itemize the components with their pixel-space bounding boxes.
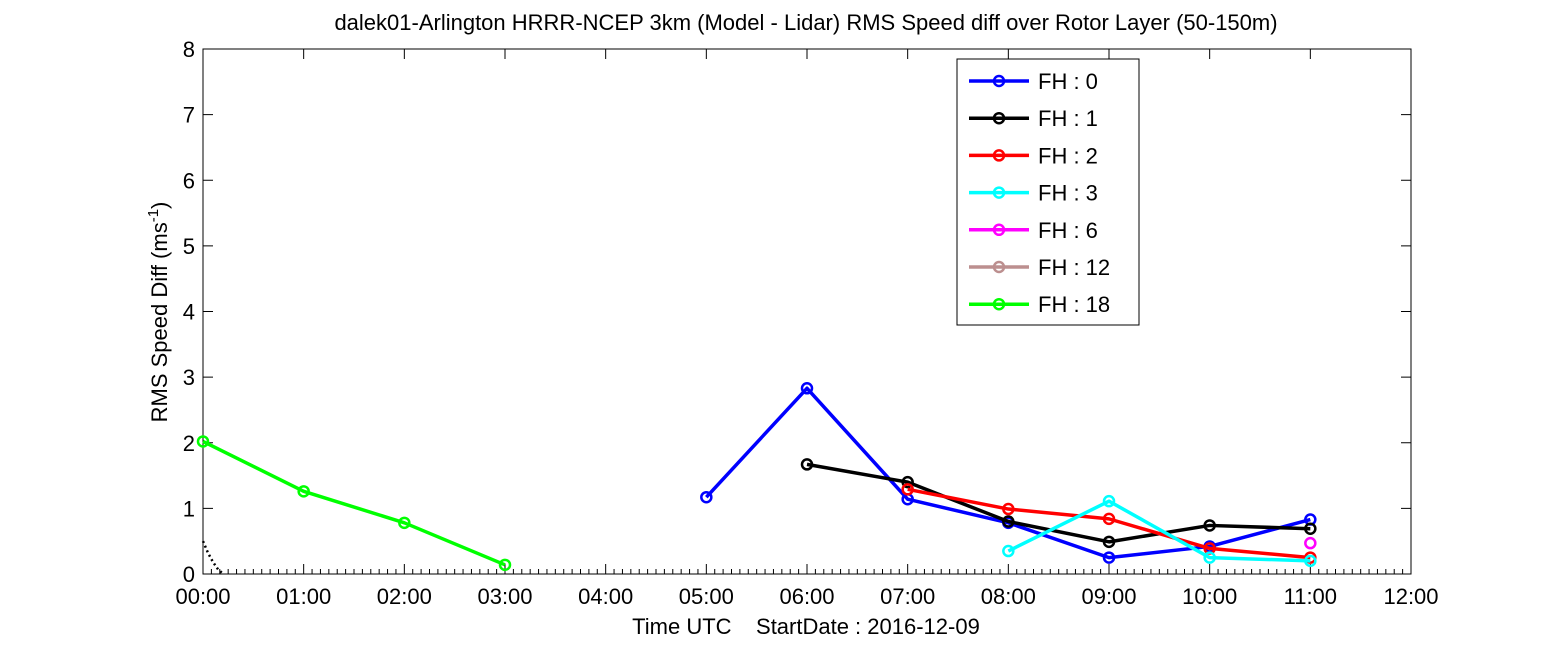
legend: FH : 0 FH : 1 FH : 2 FH : 3 FH : 6 FH : 12 FH …: [956, 58, 1140, 326]
series-fh-18-line: [202, 439, 506, 567]
series-fh-1-point: [1304, 522, 1317, 535]
legend-marker: [992, 186, 1006, 199]
y-tick-labels: 0 1 2 3 4 5 6 7 8: [183, 37, 195, 587]
series-fh-3-point: [1304, 554, 1317, 568]
x-tick-label: 07:00: [880, 584, 935, 609]
series-fh-0-point: [800, 382, 814, 395]
y-tick-label: 5: [183, 234, 195, 259]
x-tick-labels: 00:00 01:00 02:00 03:00 04:00 05:00 06:00 07:00…: [175, 584, 1438, 609]
legend-entry-fh-1: FH : 1: [969, 106, 1098, 131]
series-fh-3: [1002, 494, 1317, 568]
legend-entry-fh-12: FH : 12: [969, 255, 1110, 280]
series-fh-18: [196, 435, 512, 572]
x-tick-label: 03:00: [477, 584, 532, 609]
series-fh-0-point: [700, 490, 713, 504]
series-fh-6-point: [1304, 536, 1317, 550]
y-axis-title-sup: -1: [145, 209, 162, 222]
axis-ticks: [202, 48, 1412, 575]
x-tick-label: 05:00: [679, 584, 734, 609]
y-axis-title-main: RMS Speed Diff (ms: [147, 222, 172, 422]
x-axis-title: Time UTC StartDate : 2016-12-09: [632, 614, 980, 639]
legend-marker: [992, 149, 1006, 162]
y-axis-title: RMS Speed Diff (ms-1): [145, 202, 172, 423]
series-fh-1-point: [800, 458, 814, 471]
series-fh-18-point: [398, 516, 411, 530]
series-fh-1-point: [901, 475, 914, 489]
series-fh-6: [1304, 536, 1317, 550]
x-tick-label: 08:00: [981, 584, 1036, 609]
legend-marker: [992, 74, 1006, 88]
legend-entry-fh-3: FH : 3: [969, 181, 1098, 206]
legend-label: FH : 6: [1038, 218, 1098, 243]
legend-marker: [992, 260, 1006, 274]
legend-label: FH : 1: [1038, 106, 1098, 131]
legend-label: FH : 12: [1038, 255, 1110, 280]
x-tick-label: 09:00: [1081, 584, 1136, 609]
x-tick-label: 11:00: [1284, 584, 1337, 609]
series-fh-0-point: [1102, 551, 1116, 564]
series-fh-1-point: [1002, 515, 1015, 528]
series-fh-1-line: [806, 462, 1311, 544]
series-fh-18-point: [196, 435, 210, 448]
y-tick-label: 2: [183, 431, 195, 456]
legend-marker: [992, 223, 1006, 237]
x-tick-label: 10:00: [1182, 584, 1237, 609]
y-axis-title-end: ): [147, 202, 172, 209]
series-fh-1: [800, 458, 1317, 549]
legend-label: FH : 0: [1038, 69, 1098, 94]
legend-entries: FH : 0 FH : 1 FH : 2 FH : 3 FH : 6 FH : 12 FH …: [969, 69, 1110, 317]
legend-label: FH : 18: [1038, 292, 1110, 317]
plot-area: [202, 48, 1412, 575]
legend-entry-fh-2: FH : 2: [969, 143, 1098, 168]
series-fh-3-point: [1102, 494, 1116, 508]
chart-title: dalek01-Arlington HRRR-NCEP 3km (Model -…: [334, 10, 1277, 35]
x-tick-label: 00:00: [175, 584, 230, 609]
legend-label: FH : 2: [1038, 143, 1098, 168]
series-fh-3-point: [1203, 551, 1216, 564]
series-fh-18-point: [297, 485, 310, 498]
series-fh-1-point: [1203, 519, 1216, 532]
axes-box: [202, 48, 1412, 575]
legend-label: FH : 3: [1038, 181, 1098, 206]
series-fh-2-point: [1002, 502, 1015, 516]
legend-entry-fh-0: FH : 0: [969, 69, 1098, 94]
y-tick-label: 7: [183, 103, 195, 128]
legend-entry-fh-6: FH : 6: [969, 218, 1098, 243]
series-fh-2-point: [901, 483, 914, 496]
series-layer: [196, 382, 1317, 575]
x-tick-label: 04:00: [578, 584, 633, 609]
y-tick-label: 0: [183, 562, 195, 587]
legend-marker: [992, 297, 1006, 311]
x-tick-label: 01:00: [276, 584, 331, 609]
legend-entry-fh-18: FH : 18: [969, 292, 1110, 317]
y-tick-label: 3: [183, 365, 195, 390]
series-fh-1-point: [1102, 535, 1116, 549]
series-fh-18-point: [498, 558, 512, 572]
legend-marker: [992, 111, 1006, 125]
x-tick-label: 02:00: [377, 584, 432, 609]
series-fh-3-point: [1002, 544, 1015, 558]
y-tick-label: 1: [183, 496, 195, 521]
y-tick-label: 6: [183, 168, 195, 193]
series-fh-2-point: [1102, 512, 1116, 526]
y-tick-label: 4: [183, 300, 195, 325]
y-tick-label: 8: [183, 37, 195, 62]
x-tick-label: 12:00: [1383, 584, 1438, 609]
series-fh-2-line: [907, 487, 1311, 560]
series-fh-3-line: [1007, 499, 1311, 563]
x-tick-label: 06:00: [779, 584, 834, 609]
